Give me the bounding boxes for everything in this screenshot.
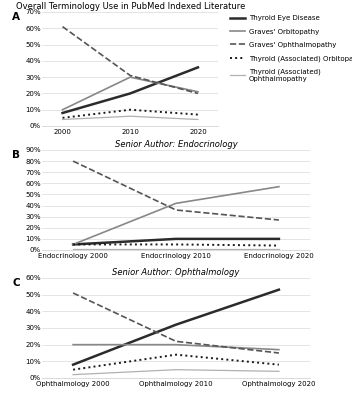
Text: A: A <box>12 12 20 22</box>
Text: C: C <box>12 278 20 288</box>
Legend: Thyroid Eye Disease, Graves' Orbitopathy, Graves' Ophthalmopathy, Thyroid (Assoc: Thyroid Eye Disease, Graves' Orbitopathy… <box>229 13 352 83</box>
Title: Overall Terminology Use in PubMed Indexed Literature: Overall Terminology Use in PubMed Indexe… <box>15 2 245 11</box>
Text: B: B <box>12 150 20 160</box>
Title: Senior Author: Endocrinology: Senior Author: Endocrinology <box>115 140 237 149</box>
Title: Senior Author: Ophthalmology: Senior Author: Ophthalmology <box>112 268 240 277</box>
